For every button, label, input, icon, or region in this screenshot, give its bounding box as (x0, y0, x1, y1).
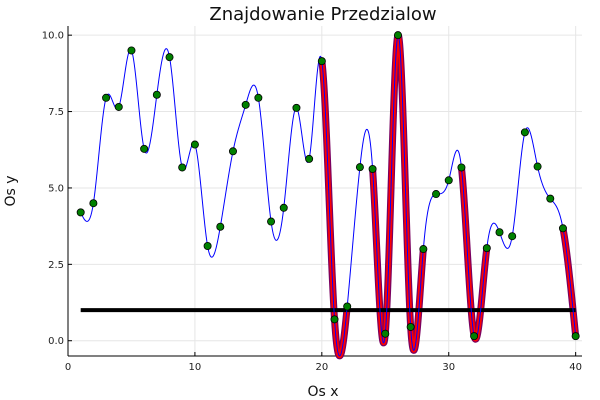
chart-title: Znajdowanie Przedzialow (209, 4, 436, 25)
y-tick-label: 0.0 (48, 336, 64, 347)
y-tick-label: 5.0 (48, 183, 64, 194)
data-point (228, 147, 237, 156)
y-tick-label: 2.5 (48, 260, 64, 271)
data-point (114, 102, 123, 111)
data-point (317, 57, 326, 66)
y-tick-label: 7.5 (48, 107, 64, 118)
data-point (546, 194, 555, 203)
data-point (241, 100, 250, 109)
data-point (406, 322, 415, 331)
data-point (165, 53, 174, 62)
data-point (533, 162, 542, 171)
data-point (558, 224, 567, 233)
data-point (127, 46, 136, 55)
data-point (254, 93, 263, 102)
data-point (571, 332, 580, 341)
x-tick-label: 10 (189, 362, 202, 373)
data-point (444, 176, 453, 185)
data-point (216, 222, 225, 231)
data-point (267, 217, 276, 226)
plot-area (76, 31, 580, 360)
data-point (330, 315, 339, 324)
data-point (419, 245, 428, 254)
data-point (508, 232, 517, 241)
axes (67, 26, 582, 357)
x-tick-label: 30 (442, 362, 455, 373)
x-tick-label: 0 (65, 362, 71, 373)
x-tick-label: 40 (569, 362, 582, 373)
spline-curve (80, 34, 577, 357)
y-tick-label: 10.0 (42, 31, 64, 42)
data-point (432, 190, 441, 199)
x-axis-title: Os x (307, 384, 338, 400)
data-point (203, 241, 212, 250)
data-point (292, 103, 301, 112)
data-point (178, 163, 187, 172)
data-point (89, 199, 98, 208)
y-axis-title: Os y (3, 175, 19, 206)
data-point (482, 244, 491, 253)
data-point (368, 164, 377, 173)
data-point (343, 302, 352, 311)
data-point (355, 163, 364, 172)
data-point (495, 228, 504, 237)
tick-labels: 0 10 20 30 40 0.0 2.5 5.0 7.5 10.0 (42, 31, 582, 373)
data-point (140, 144, 149, 153)
data-point (305, 154, 314, 163)
data-point (393, 31, 402, 40)
data-point (152, 90, 161, 99)
data-point (102, 93, 111, 102)
data-point (520, 128, 529, 137)
data-point (279, 203, 288, 212)
data-point (190, 140, 199, 149)
data-point (470, 332, 479, 341)
data-point (381, 329, 390, 338)
data-point (457, 163, 466, 172)
data-point (76, 208, 85, 217)
x-tick-label: 20 (315, 362, 328, 373)
